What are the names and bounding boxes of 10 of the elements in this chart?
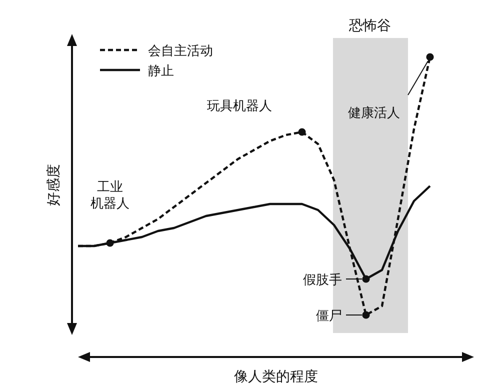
legend-label: 会自主活动: [148, 43, 213, 59]
legend-label: 静止: [148, 64, 174, 79]
annotation: 假肢手: [303, 273, 342, 288]
annotation: 工业机器人: [90, 180, 130, 212]
text: 恐怖谷: [348, 18, 391, 34]
y-axis-title: 好感度: [46, 164, 62, 206]
annotation: 僵尸: [316, 309, 342, 324]
annotation: 健康活人: [348, 106, 400, 121]
x-axis-title: 像人类的程度: [234, 369, 318, 385]
annotation: 玩具机器人: [207, 99, 272, 114]
